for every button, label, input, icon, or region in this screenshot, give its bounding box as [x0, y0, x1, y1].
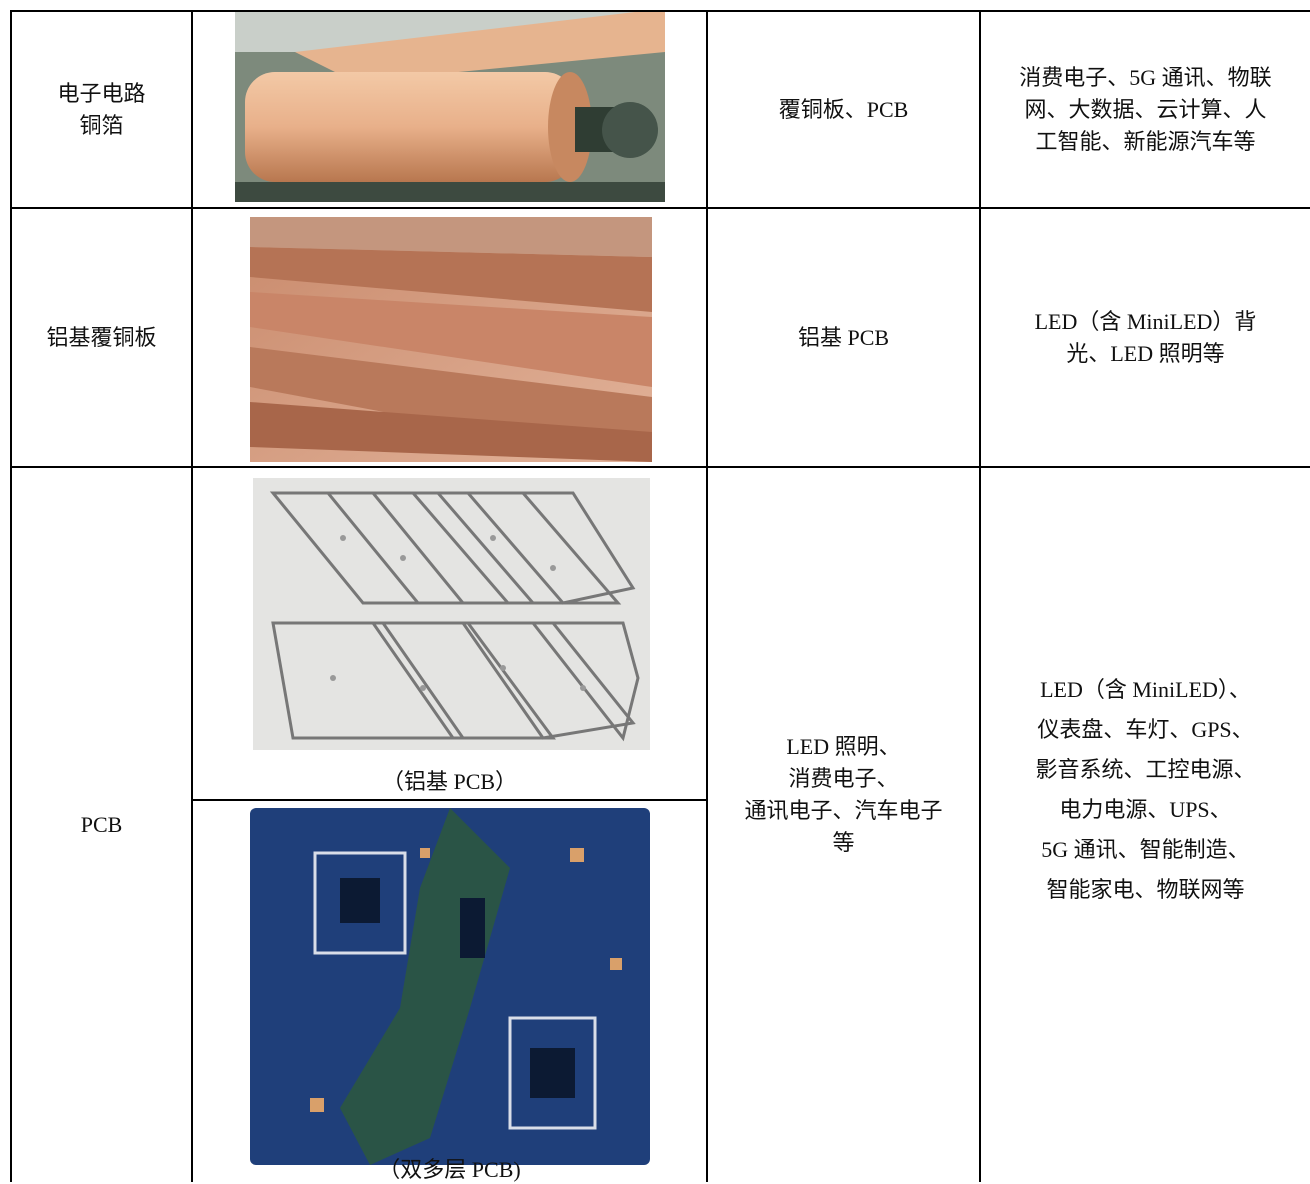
product-cell: 电子电路 铜箔	[12, 12, 191, 207]
text-line: 消费电子、	[788, 766, 899, 791]
border	[10, 207, 1310, 209]
copper-sheet-image	[250, 217, 652, 462]
copper-roll-image	[235, 12, 665, 202]
downstream-cell: LED 照明、 消费电子、 通讯电子、汽车电子 等	[708, 680, 979, 910]
text-line: 电子电路	[57, 80, 146, 106]
text-line: 智能家电、物联网等	[1046, 877, 1245, 902]
applications-cell: 消费电子、5G 通讯、物联 网、大数据、云计算、人 工智能、新能源汽车等	[981, 12, 1310, 207]
border	[191, 10, 193, 1182]
border	[706, 10, 708, 1182]
multilayer-pcb-image	[250, 808, 650, 1165]
border	[10, 10, 12, 1182]
text-line: 铝基 PCB	[797, 324, 890, 350]
border	[979, 10, 981, 1182]
product-cell: PCB	[12, 468, 191, 1182]
text-line: LED（含 MiniLED）、	[1040, 677, 1251, 702]
text-line: 电力电源、UPS、	[1059, 797, 1232, 822]
image-caption: （双多层 PCB)	[378, 1157, 521, 1182]
text-line: 覆铜板、PCB	[778, 96, 909, 122]
text-line: 仪表盘、车灯、GPS、	[1037, 717, 1254, 742]
text-line: LED（含 MiniLED）背	[1034, 308, 1257, 334]
applications-cell: LED（含 MiniLED）、 仪表盘、车灯、GPS、 影音系统、工控电源、 电…	[981, 640, 1310, 940]
text-line: 铝基覆铜板	[46, 324, 157, 350]
border	[10, 10, 1310, 12]
downstream-cell: 铝基 PCB	[708, 209, 979, 466]
text-line: 通讯电子、汽车电子	[744, 798, 943, 823]
image-caption: （铝基 PCB）	[381, 769, 518, 794]
border	[10, 466, 1310, 468]
text-line: 铜箔	[79, 112, 124, 138]
text-line: 工智能、新能源汽车等	[1035, 128, 1256, 154]
aluminum-pcb-image	[253, 478, 650, 750]
text-line: 消费电子、5G 通讯、物联	[1019, 64, 1272, 90]
text-line: PCB	[80, 812, 123, 837]
text-line: LED 照明、	[786, 734, 901, 759]
text-line: 等	[832, 830, 855, 855]
text-line: 网、大数据、云计算、人	[1024, 96, 1267, 122]
text-line: 影音系统、工控电源、	[1035, 757, 1256, 782]
text-line: 5G 通讯、智能制造、	[1041, 837, 1250, 862]
applications-cell: LED（含 MiniLED）背 光、LED 照明等	[981, 209, 1310, 466]
border	[192, 799, 707, 801]
text-line: 光、LED 照明等	[1066, 340, 1225, 366]
downstream-cell: 覆铜板、PCB	[708, 12, 979, 207]
product-cell: 铝基覆铜板	[12, 209, 191, 466]
